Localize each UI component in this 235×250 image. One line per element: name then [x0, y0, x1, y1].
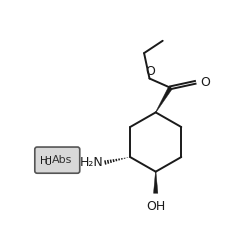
Text: C: C: [45, 158, 51, 167]
Text: H: H: [40, 156, 48, 166]
Text: O: O: [145, 65, 155, 78]
Polygon shape: [156, 87, 172, 113]
Text: H₂N: H₂N: [80, 156, 104, 169]
Text: l: l: [49, 156, 52, 166]
FancyBboxPatch shape: [35, 147, 80, 173]
Text: Abs: Abs: [52, 155, 72, 165]
Text: OH: OH: [146, 200, 165, 213]
Text: O: O: [201, 76, 211, 89]
Polygon shape: [153, 172, 158, 193]
